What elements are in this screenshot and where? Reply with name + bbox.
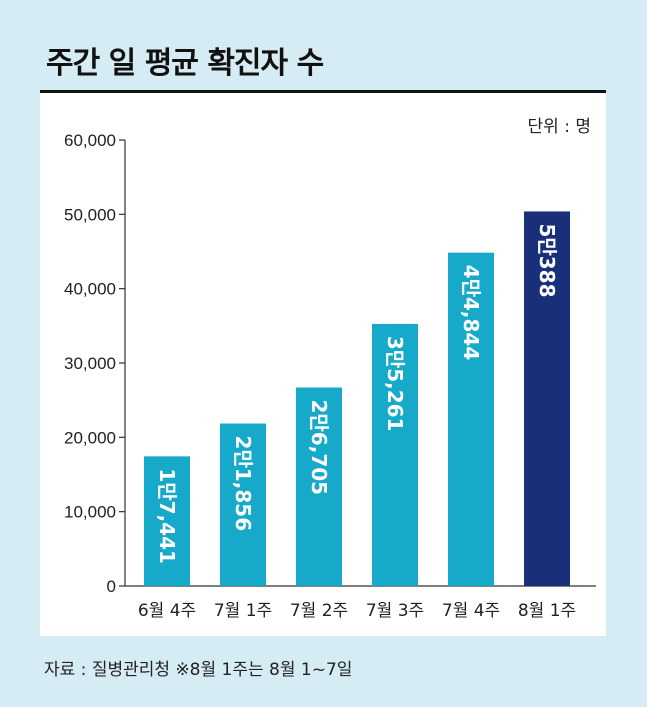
bar bbox=[372, 323, 418, 586]
title-divider bbox=[40, 90, 606, 93]
bar-data-label: 2만1,856 bbox=[231, 436, 255, 532]
bar-data-label: 2만6,705 bbox=[307, 399, 331, 495]
x-tick-label: 7월 4주 bbox=[442, 601, 500, 621]
chart-title: 주간 일 평균 확진자 수 bbox=[46, 46, 324, 81]
y-tick-label: 20,000 bbox=[64, 428, 116, 447]
y-tick-label: 0 bbox=[107, 577, 116, 596]
x-tick-label: 7월 3주 bbox=[366, 601, 424, 621]
bar bbox=[220, 423, 266, 586]
x-tick-label: 7월 1주 bbox=[214, 601, 272, 621]
source-note: 자료 : 질병관리청 ※8월 1주는 8월 1~7일 bbox=[44, 660, 353, 680]
x-tick-label: 6월 4주 bbox=[138, 601, 196, 621]
bar-data-label: 5만388 bbox=[535, 223, 559, 297]
bar-data-label: 4만4,844 bbox=[459, 265, 483, 361]
y-tick-label: 40,000 bbox=[64, 280, 116, 299]
y-tick-label: 60,000 bbox=[64, 131, 116, 150]
y-tick-label: 50,000 bbox=[64, 205, 116, 224]
bar-data-label: 1만7,441 bbox=[155, 468, 179, 564]
y-tick-label: 10,000 bbox=[64, 503, 116, 522]
y-tick-label: 30,000 bbox=[64, 354, 116, 373]
bar bbox=[524, 211, 570, 586]
bar bbox=[448, 252, 494, 586]
bar bbox=[296, 387, 342, 586]
x-tick-label: 8월 1주 bbox=[518, 601, 576, 621]
x-tick-label: 7월 2주 bbox=[290, 601, 348, 621]
unit-label: 단위 : 명 bbox=[527, 117, 591, 137]
bar-data-label: 3만5,261 bbox=[383, 336, 407, 432]
bar bbox=[144, 456, 190, 586]
